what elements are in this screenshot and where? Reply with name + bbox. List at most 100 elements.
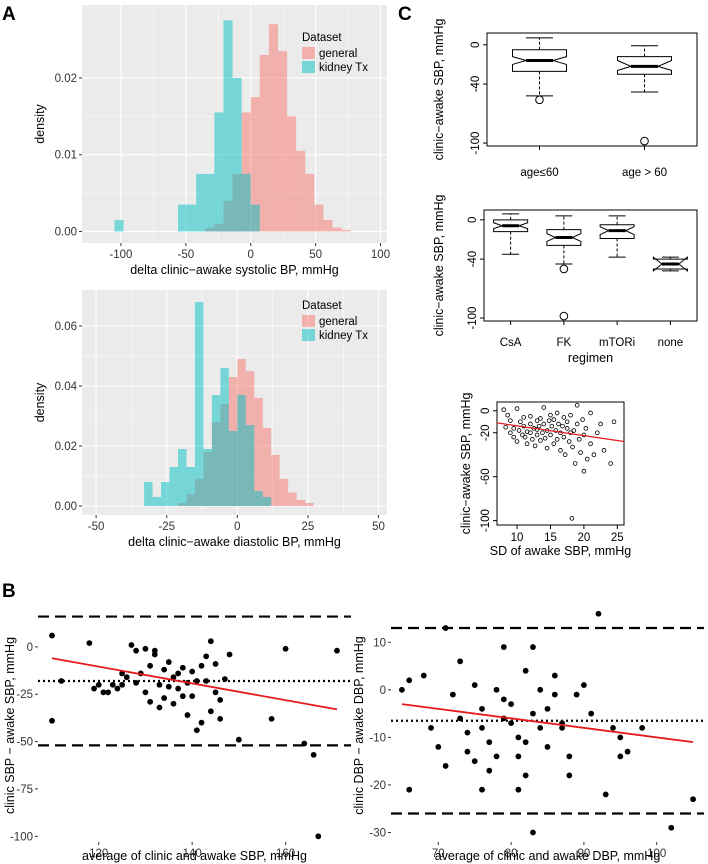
data-point — [690, 796, 696, 803]
data-point — [611, 419, 617, 425]
data-point — [428, 724, 434, 731]
y-tick-label: -25 — [16, 689, 33, 701]
data-point — [193, 727, 200, 734]
data-point — [508, 701, 515, 708]
y-tick-label: -30 — [369, 827, 386, 839]
histogram-bar-general — [305, 503, 314, 506]
histogram-bar-kidney — [169, 467, 179, 506]
y-tick-label: -100 — [480, 509, 492, 532]
data-point — [571, 428, 577, 433]
x-tick-label: 50 — [309, 249, 322, 261]
data-point — [566, 753, 573, 760]
data-point — [578, 450, 583, 455]
y-tick-label: -100 — [10, 831, 33, 843]
data-point — [541, 405, 547, 410]
boxplot-regimen: CsA FK mTORi none -100 -40 0 clinic−awake SBP, … — [432, 195, 698, 365]
data-point — [189, 693, 196, 700]
histogram-bar-kidney — [254, 491, 263, 506]
bland-altman-sbp: 120 140 160 -100 -75 -50 -25 0 average of clinic… — [3, 615, 351, 863]
histogram-bar-general — [241, 112, 251, 232]
data-point — [503, 424, 508, 430]
histogram-bar-general — [279, 479, 289, 506]
data-point — [574, 421, 580, 427]
data-point — [591, 452, 597, 458]
histogram-bar-general — [277, 51, 288, 232]
data-point — [561, 434, 567, 440]
x-tick-label: 25 — [302, 521, 315, 533]
histogram-bar-general — [288, 492, 297, 506]
data-point — [601, 448, 607, 453]
legend-key-general — [302, 315, 315, 327]
data-point — [515, 786, 522, 793]
data-point — [212, 689, 219, 696]
data-point — [114, 685, 121, 692]
y-tick-label: 0.00 — [55, 226, 77, 238]
data-point — [505, 412, 510, 418]
category-label: FK — [557, 337, 572, 349]
data-point — [583, 426, 589, 431]
data-point — [49, 632, 55, 639]
data-point — [530, 710, 536, 717]
data-point — [142, 689, 149, 696]
data-point — [100, 689, 107, 696]
data-point — [522, 772, 529, 779]
data-point — [551, 672, 558, 679]
data-point — [556, 421, 561, 427]
y-tick-label: 0.01 — [55, 150, 77, 162]
histogram-bar-kidney — [262, 497, 272, 506]
outlier-point — [640, 136, 649, 146]
histogram-bar-general — [305, 173, 315, 232]
data-point — [639, 724, 646, 731]
data-point — [151, 647, 158, 654]
data-point — [542, 435, 548, 441]
x-axis-title: delta clinic−awake systolic BP, mmHg — [130, 263, 339, 277]
histogram-bar-kidney — [241, 173, 251, 232]
data-point — [573, 691, 580, 698]
data-point — [588, 441, 593, 447]
data-point — [544, 445, 550, 451]
histogram-bar-kidney — [232, 77, 242, 232]
data-point — [479, 705, 485, 712]
data-point — [562, 452, 568, 458]
y-tick-label: 0.02 — [55, 441, 77, 453]
y-tick-label: -75 — [16, 784, 33, 796]
data-point — [514, 439, 520, 444]
histogram-bar-general — [314, 204, 324, 232]
data-point — [133, 647, 140, 654]
data-point — [534, 418, 540, 423]
x-axis-title: regimen — [568, 351, 613, 365]
data-point — [123, 674, 130, 681]
category-label: CsA — [500, 337, 522, 349]
legend-key-kidney — [302, 329, 315, 341]
x-tick-label: -50 — [178, 249, 195, 261]
data-point — [156, 681, 163, 688]
data-point — [608, 461, 613, 466]
y-tick-label: 0.02 — [55, 73, 77, 85]
histogram-bar-kidney — [194, 302, 204, 506]
boxplot-age: age≤60 age > 60 -100 -40 0 clinic−awake SBP, … — [432, 19, 698, 179]
data-point — [516, 428, 522, 433]
data-point — [511, 434, 517, 440]
histogram-bar-general — [271, 455, 280, 506]
legend-title: Dataset — [302, 300, 342, 312]
data-point — [546, 418, 552, 423]
data-point — [551, 441, 557, 447]
data-point — [508, 430, 513, 436]
data-point — [170, 700, 177, 707]
plot-frame — [496, 401, 625, 526]
histogram-bar-general — [323, 219, 333, 232]
data-point — [221, 676, 228, 682]
legend-label: general — [319, 48, 357, 60]
y-tick-label: -100 — [467, 307, 479, 330]
x-tick-label: -50 — [88, 521, 105, 533]
data-point — [179, 693, 186, 700]
histogram-bar-kidney — [178, 204, 188, 232]
x-tick-label: 160 — [276, 848, 295, 860]
x-axis-title: delta clinic−awake diastolic BP, mmHg — [128, 535, 341, 549]
y-axis-title: clinic−awake SBP, mmHg — [432, 19, 446, 161]
data-point — [566, 439, 572, 444]
data-point — [226, 651, 233, 658]
scatter-sd-awake-sbp: 10 15 20 25 -100 -60 -20 0 SD of awake SBP, mmHg… — [459, 393, 631, 558]
data-point — [49, 717, 55, 724]
data-point — [142, 645, 149, 652]
